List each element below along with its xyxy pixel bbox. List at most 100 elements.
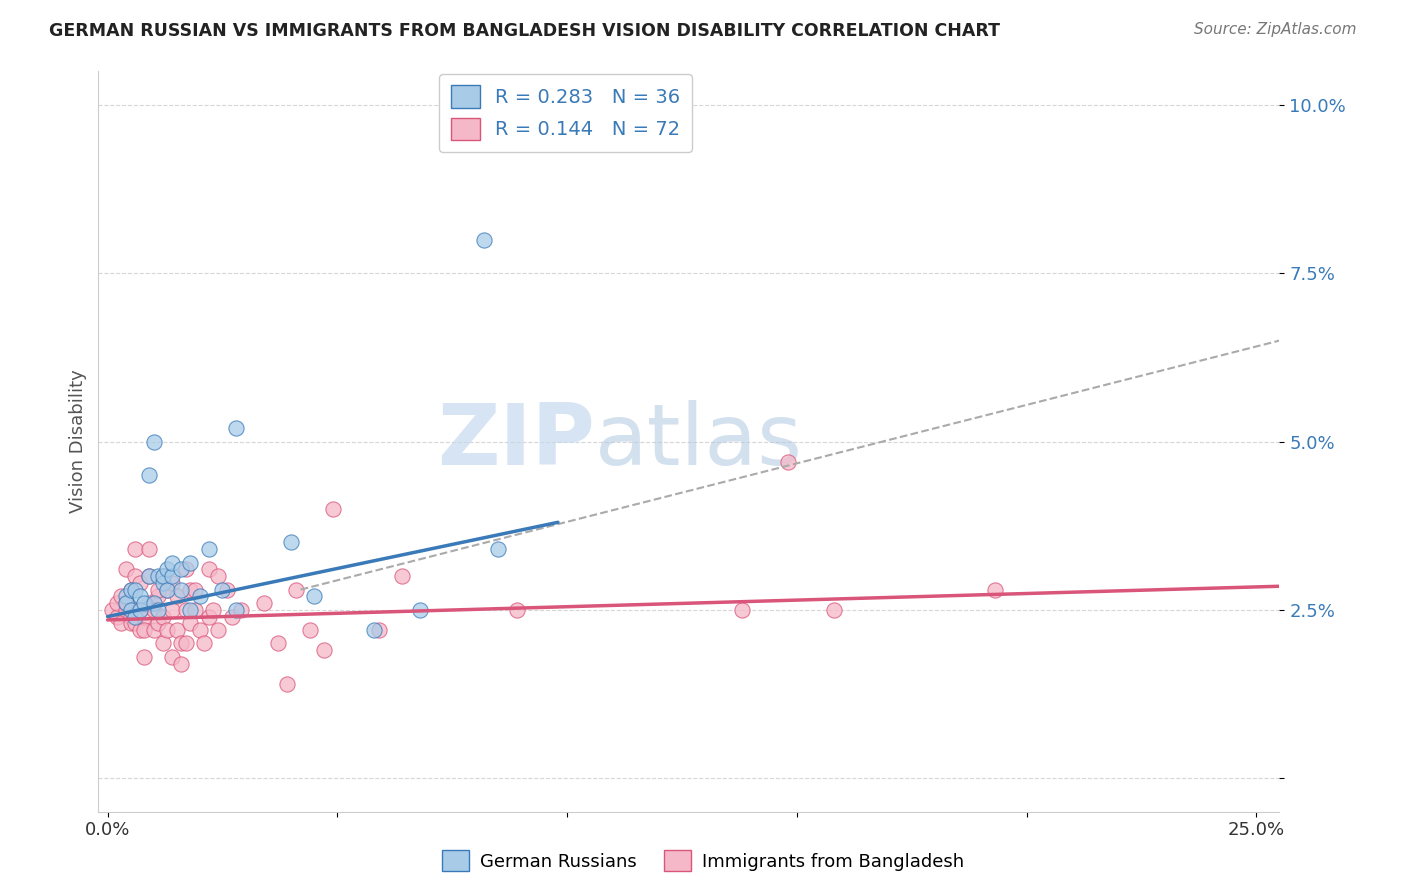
Point — [134, 609, 156, 624]
Point — [134, 623, 156, 637]
Text: atlas: atlas — [595, 400, 803, 483]
Point — [124, 609, 146, 624]
Point — [124, 582, 146, 597]
Point — [115, 603, 138, 617]
Point — [146, 603, 169, 617]
Point — [776, 455, 799, 469]
Point — [474, 233, 496, 247]
Point — [160, 556, 183, 570]
Point — [983, 582, 1005, 597]
Point — [188, 590, 211, 604]
Point — [202, 603, 225, 617]
Point — [166, 623, 188, 637]
Point — [731, 603, 754, 617]
Point — [174, 603, 197, 617]
Point — [505, 603, 527, 617]
Point — [124, 542, 146, 557]
Point — [128, 603, 150, 617]
Point — [156, 582, 179, 597]
Point — [115, 596, 138, 610]
Point — [170, 562, 193, 576]
Point — [486, 542, 509, 557]
Point — [115, 596, 138, 610]
Point — [156, 582, 179, 597]
Point — [170, 582, 193, 597]
Point — [221, 609, 243, 624]
Point — [138, 542, 160, 557]
Text: Source: ZipAtlas.com: Source: ZipAtlas.com — [1194, 22, 1357, 37]
Point — [128, 603, 150, 617]
Point — [120, 609, 142, 624]
Point — [363, 623, 385, 637]
Point — [174, 562, 197, 576]
Point — [156, 562, 179, 576]
Point — [197, 609, 219, 624]
Point — [128, 623, 150, 637]
Point — [124, 603, 146, 617]
Point — [367, 623, 389, 637]
Point — [285, 582, 308, 597]
Point — [298, 623, 321, 637]
Point — [188, 623, 211, 637]
Y-axis label: Vision Disability: Vision Disability — [69, 369, 87, 514]
Point — [115, 590, 138, 604]
Point — [229, 603, 252, 617]
Point — [217, 582, 239, 597]
Legend: R = 0.283   N = 36, R = 0.144   N = 72: R = 0.283 N = 36, R = 0.144 N = 72 — [439, 74, 692, 152]
Point — [101, 603, 124, 617]
Point — [170, 657, 193, 671]
Point — [124, 569, 146, 583]
Point — [179, 603, 201, 617]
Point — [105, 596, 128, 610]
Point — [134, 596, 156, 610]
Point — [120, 603, 142, 617]
Point — [179, 582, 201, 597]
Point — [120, 582, 142, 597]
Point — [128, 590, 150, 604]
Point — [128, 575, 150, 590]
Point — [184, 603, 207, 617]
Point — [276, 677, 298, 691]
Point — [146, 590, 169, 604]
Point — [110, 616, 132, 631]
Point — [160, 569, 183, 583]
Point — [142, 596, 165, 610]
Point — [146, 569, 169, 583]
Point — [193, 636, 215, 650]
Legend: German Russians, Immigrants from Bangladesh: German Russians, Immigrants from Banglad… — [434, 843, 972, 879]
Point — [105, 609, 128, 624]
Point — [253, 596, 276, 610]
Point — [152, 569, 174, 583]
Point — [391, 569, 413, 583]
Text: GERMAN RUSSIAN VS IMMIGRANTS FROM BANGLADESH VISION DISABILITY CORRELATION CHART: GERMAN RUSSIAN VS IMMIGRANTS FROM BANGLA… — [49, 22, 1000, 40]
Point — [179, 556, 201, 570]
Point — [280, 535, 302, 549]
Text: ZIP: ZIP — [437, 400, 595, 483]
Point — [152, 636, 174, 650]
Point — [138, 596, 160, 610]
Point — [170, 636, 193, 650]
Point — [146, 582, 169, 597]
Point — [322, 501, 344, 516]
Point — [184, 582, 207, 597]
Point — [115, 562, 138, 576]
Point — [823, 603, 845, 617]
Point — [179, 616, 201, 631]
Point — [138, 569, 160, 583]
Point — [166, 590, 188, 604]
Point — [156, 623, 179, 637]
Point — [266, 636, 288, 650]
Point — [142, 434, 165, 449]
Point — [134, 649, 156, 664]
Point — [304, 590, 326, 604]
Point — [146, 616, 169, 631]
Point — [225, 421, 247, 435]
Point — [142, 603, 165, 617]
Point — [152, 569, 174, 583]
Point — [312, 643, 335, 657]
Point — [211, 582, 233, 597]
Point — [138, 569, 160, 583]
Point — [152, 609, 174, 624]
Point — [120, 616, 142, 631]
Point — [124, 616, 146, 631]
